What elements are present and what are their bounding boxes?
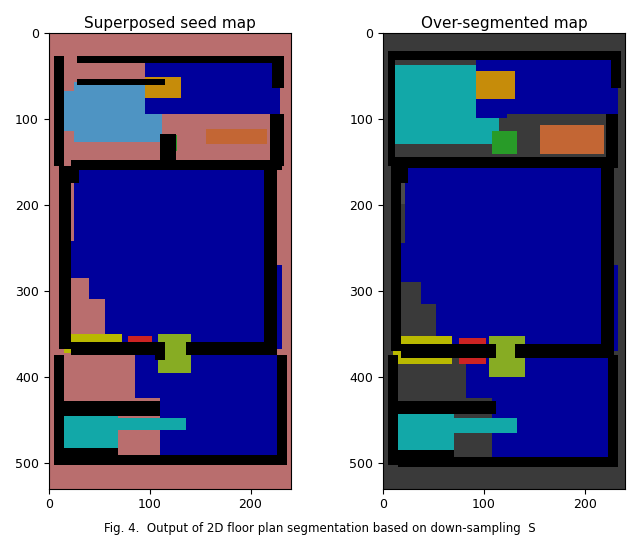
Text: Fig. 4.  Output of 2D floor plan segmentation based on down-sampling  S: Fig. 4. Output of 2D floor plan segmenta…: [104, 522, 536, 535]
Title: Superposed seed map: Superposed seed map: [84, 16, 256, 31]
Title: Over-segmented map: Over-segmented map: [420, 16, 588, 31]
